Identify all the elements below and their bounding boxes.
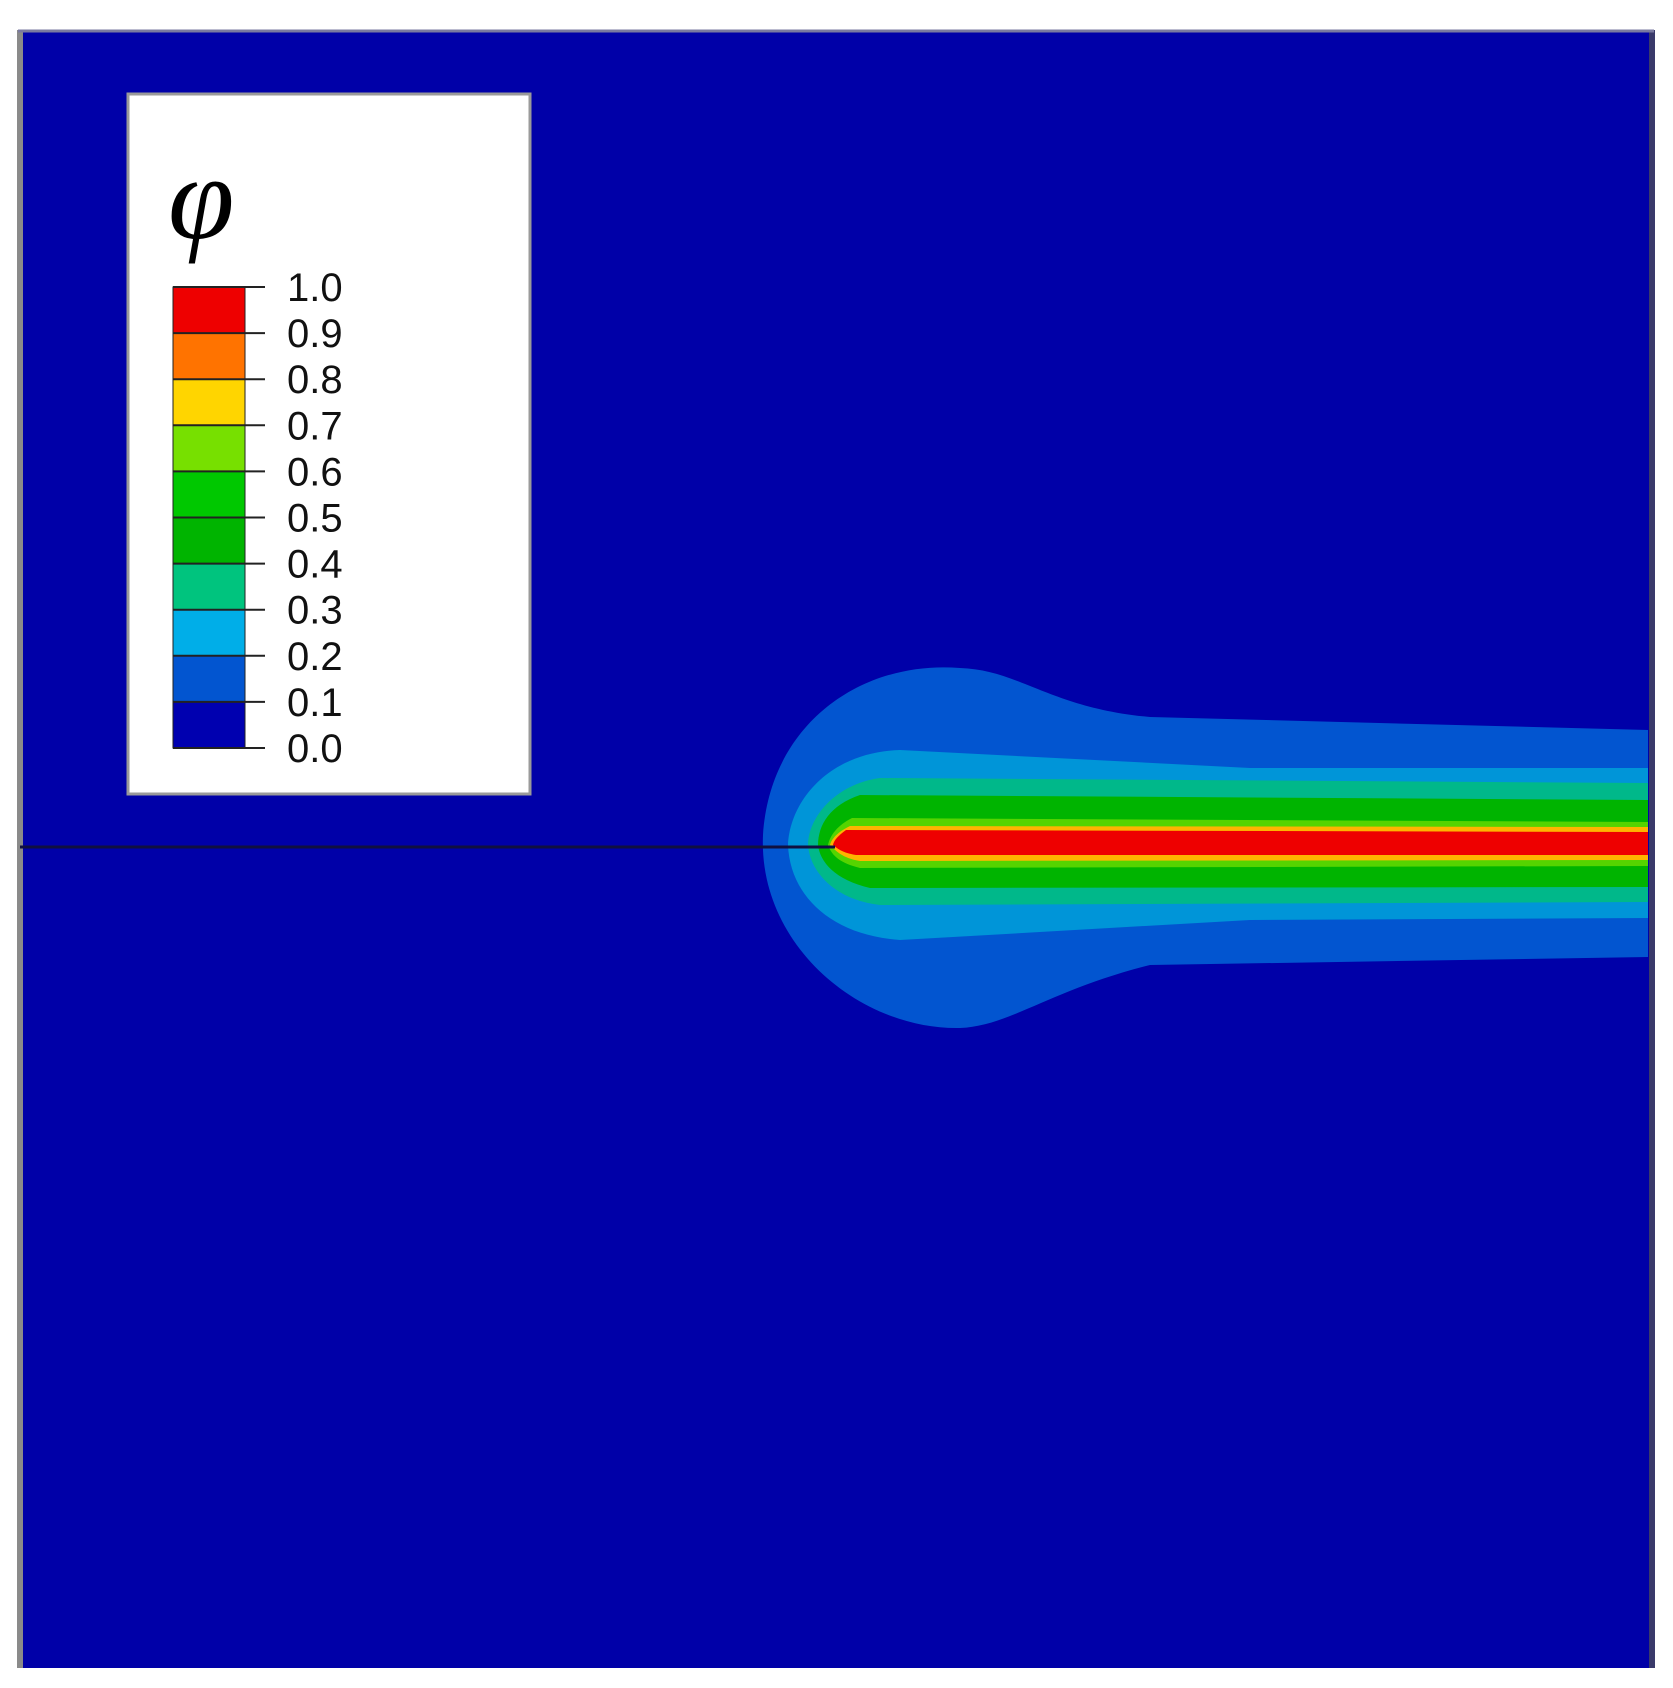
colorbar-tick-label-0: 1.0 [287, 266, 343, 310]
colorbar-tick-label-9: 0.1 [287, 681, 343, 725]
colorbar-swatch-8 [173, 655, 245, 702]
colorbar-ticks: 1.00.90.80.70.60.50.40.30.20.10.0 [173, 266, 343, 771]
colorbar-tick-label-6: 0.4 [287, 543, 343, 587]
colorbar-tick-label-10: 0.0 [287, 727, 343, 771]
colorbar-swatch-2 [173, 379, 245, 426]
colorbar-legend: φ 1.00.90.80.70.60.50.40.30.20.10.0 [126, 92, 532, 796]
colorbar-swatch-7 [173, 609, 245, 656]
contour-band-0-9 [833, 830, 1648, 855]
colorbar-tick-label-7: 0.3 [287, 589, 343, 633]
colorbar-swatch-6 [173, 563, 245, 610]
colorbar-swatch-0 [173, 287, 245, 334]
colorbar-swatch-4 [173, 471, 245, 518]
colorbar-tick-label-5: 0.5 [287, 497, 343, 541]
colorbar-tick-label-4: 0.6 [287, 450, 343, 494]
colorbar-tick-label-3: 0.7 [287, 404, 343, 448]
colorbar-swatch-1 [173, 333, 245, 380]
colorbar-swatch-5 [173, 517, 245, 564]
legend-title: φ [168, 131, 234, 264]
colorbar-swatches [172, 286, 246, 749]
colorbar-tick-label-8: 0.2 [287, 635, 343, 679]
colorbar-swatch-9 [173, 701, 245, 748]
colorbar-tick-label-2: 0.8 [287, 358, 343, 402]
phase-field-contours [762, 667, 1648, 1029]
colorbar-swatch-3 [173, 425, 245, 472]
colorbar-tick-label-1: 0.9 [287, 312, 343, 356]
